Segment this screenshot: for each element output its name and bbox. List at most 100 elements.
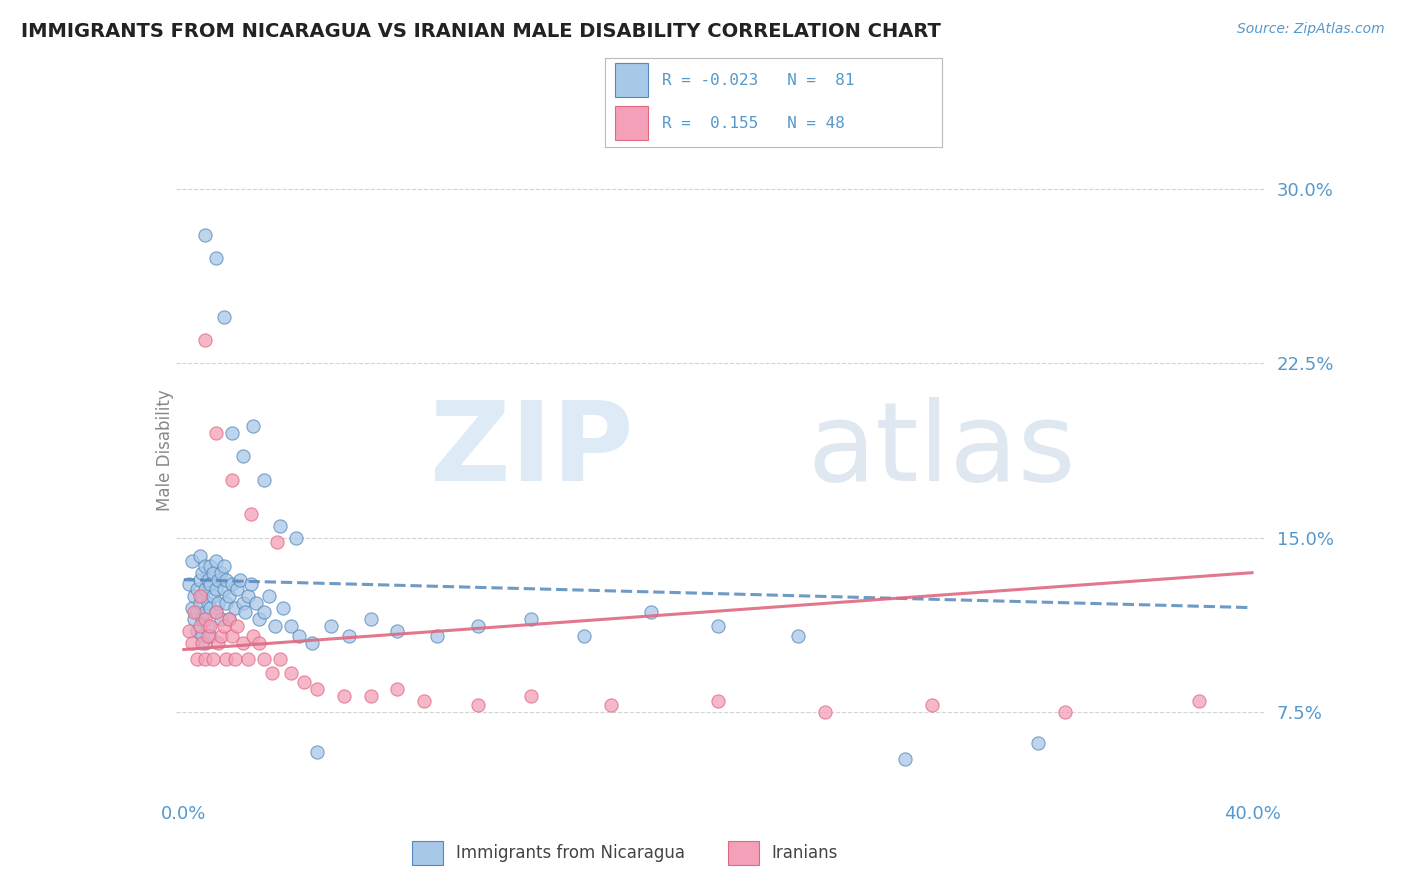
Point [212,619,235,633]
Text: IMMIGRANTS FROM NICARAGUA VS IRANIAN MALE DISABILITY CORRELATION CHART: IMMIGRANTS FROM NICARAGUA VS IRANIAN MAL… [21,22,941,41]
Point [280,665,302,680]
Point [183,605,205,619]
Point [520,612,543,626]
Point [221,473,243,487]
Point [467,698,489,713]
Point [287,629,309,643]
Text: Immigrants from Nicaragua: Immigrants from Nicaragua [456,844,685,862]
Point [197,629,219,643]
Point [202,652,225,666]
Point [707,619,730,633]
Point [204,582,226,596]
Point [212,558,235,573]
Point [202,589,225,603]
Point [239,508,262,522]
Point [229,573,252,587]
Point [194,652,217,666]
Point [1054,706,1077,720]
Point [221,629,243,643]
Text: R = -0.023   N =  81: R = -0.023 N = 81 [662,73,855,87]
Point [218,589,240,603]
Point [233,605,256,619]
Point [200,629,222,643]
Point [266,535,288,549]
Point [280,619,302,633]
Point [1028,736,1050,750]
Point [186,624,208,638]
Point [600,698,623,713]
Point [209,566,232,580]
Point [200,558,222,573]
Bar [412,841,443,864]
Point [177,577,200,591]
Point [226,582,249,596]
Point [209,629,232,643]
Point [191,589,214,603]
FancyBboxPatch shape [614,106,648,140]
Point [194,558,217,573]
Point [200,619,222,633]
Point [284,531,307,545]
Point [319,619,342,633]
Point [787,629,810,643]
Point [207,635,229,649]
Point [226,619,249,633]
Point [188,596,211,610]
Point [236,652,259,666]
Point [215,573,238,587]
Point [186,652,208,666]
Point [197,619,219,633]
Point [269,519,291,533]
Text: atlas: atlas [807,397,1076,504]
Point [387,624,409,638]
Point [191,612,214,626]
Point [204,605,226,619]
Y-axis label: Male Disability: Male Disability [156,390,173,511]
Point [292,675,315,690]
Point [186,582,208,596]
Point [247,635,270,649]
Point [188,573,211,587]
Point [221,425,243,440]
Point [197,573,219,587]
Point [180,554,202,568]
Text: ZIP: ZIP [430,397,633,504]
Point [257,589,280,603]
Point [640,605,662,619]
Point [188,589,211,603]
Point [177,624,200,638]
Point [180,635,202,649]
Point [194,582,217,596]
Point [218,612,240,626]
Point [387,682,409,697]
Point [263,619,285,633]
Point [188,549,211,564]
Point [207,573,229,587]
Point [194,333,217,347]
Point [215,652,238,666]
Text: Iranians: Iranians [770,844,838,862]
Point [218,612,240,626]
Point [186,605,208,619]
Point [574,629,596,643]
Point [194,605,217,619]
Point [245,596,267,610]
Point [260,665,283,680]
Point [413,694,436,708]
Point [253,652,276,666]
Point [188,619,211,633]
Point [894,752,917,766]
FancyBboxPatch shape [614,63,648,97]
Point [194,612,217,626]
Point [231,596,253,610]
Point [183,589,205,603]
Point [239,577,262,591]
Point [191,566,214,580]
Point [202,566,225,580]
Point [200,577,222,591]
Point [191,629,214,643]
Point [194,635,217,649]
Point [253,473,276,487]
Point [231,635,253,649]
Point [269,652,291,666]
